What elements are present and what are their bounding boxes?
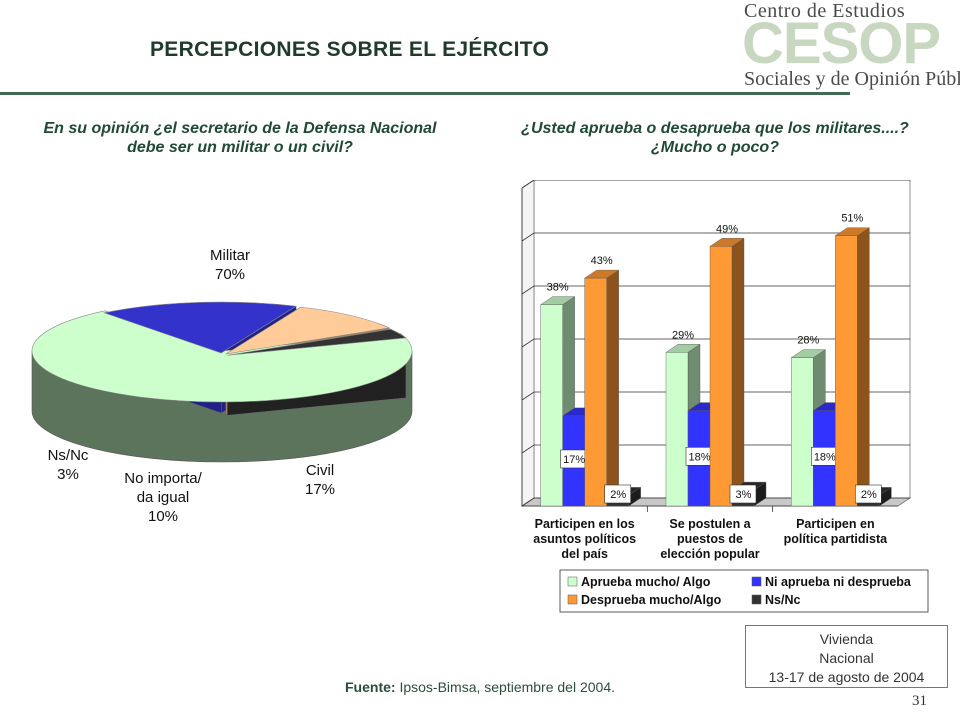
legend-label: Ns/Nc (765, 593, 800, 607)
gridline (521, 497, 910, 507)
survey-line-1: Vivienda (819, 631, 874, 647)
data-label: 29% (672, 329, 694, 341)
gridline (521, 444, 910, 454)
legend (559, 569, 929, 613)
pie-label-no-importa-value: 10% (147, 508, 179, 525)
category-label: Se postulen a (669, 517, 751, 531)
category-label: del país (561, 547, 608, 561)
source-text: Ipsos-Bimsa, septiembre del 2004. (399, 679, 616, 695)
data-label: 43% (591, 255, 613, 267)
data-label: 18% (814, 451, 836, 463)
page-number: 31 (912, 693, 927, 709)
data-label-box (604, 484, 631, 504)
legend-label: Desprueba mucho/Algo (581, 593, 722, 607)
survey-line-2: Nacional (819, 650, 874, 666)
category-label: asuntos políticos (533, 532, 636, 546)
survey-line-3: 13-17 de agosto de 2004 (768, 669, 925, 685)
source-label: Fuente: (345, 679, 396, 695)
pie-label-nsnc-name: Ns/Nc (47, 447, 89, 464)
category-label: Participen en (796, 517, 875, 531)
data-label: 2% (610, 489, 626, 501)
legend-swatch (567, 576, 578, 587)
logo-mark: CESOP (742, 11, 941, 76)
gridline (521, 338, 910, 348)
pie-label-civil-value: 17% (304, 481, 336, 498)
data-label: 18% (688, 451, 710, 463)
pie-label-nsnc-value: 3% (57, 466, 79, 483)
legend-swatch (567, 594, 578, 605)
gridline (521, 232, 910, 242)
gridline (521, 391, 910, 401)
pie-label-no-importa: No importa/ da igual 10% (118, 469, 208, 526)
data-label: 17% (563, 454, 585, 466)
data-label: 49% (716, 223, 738, 235)
data-label: 2% (861, 489, 877, 501)
gridline (521, 285, 910, 295)
bar (709, 237, 745, 507)
bar (584, 269, 620, 507)
pie-label-civil-name: Civil (305, 462, 335, 479)
gridline (521, 180, 910, 189)
pie-label-militar-name: Militar (210, 247, 250, 264)
pie-slice-3 (227, 328, 407, 356)
pie-chart-title: En su opinión ¿el secretario de la Defen… (43, 120, 437, 156)
source-note: Fuente: Ipsos-Bimsa, septiembre del 2004… (345, 679, 615, 695)
survey-info-box: Vivienda Nacional 13-17 de agosto de 200… (745, 625, 948, 688)
pie-slice-0 (31, 310, 413, 403)
legend-label: Aprueba mucho/ Algo (581, 575, 711, 589)
logo-line3: Sociales y de Opinión Pública (744, 68, 960, 90)
title-divider (0, 92, 850, 95)
legend-swatch (751, 594, 762, 605)
pie-label-militar-value: 70% (214, 266, 246, 283)
category-label: política partidista (784, 532, 889, 546)
bar (834, 227, 870, 507)
pie-label-civil: Civil 17% (290, 461, 350, 499)
cesop-logo: Centro de Estudios CESOP Sociales y de O… (738, 0, 960, 95)
pie-label-militar: Militar 70% (190, 246, 270, 284)
logo-line1: Centro de Estudios (744, 0, 906, 22)
pie-slice-1 (103, 301, 297, 354)
data-label: 3% (736, 489, 752, 501)
category-label: puestos de (677, 532, 743, 546)
page-title: PERCEPCIONES SOBRE EL EJÉRCITO (150, 38, 550, 61)
data-label: 28% (797, 335, 819, 347)
data-label: 51% (841, 213, 863, 225)
category-label: Participen en los (535, 517, 635, 531)
legend-label: Ni aprueba ni desprueba (765, 575, 912, 589)
category-label: elección popular (660, 547, 759, 561)
data-label: 38% (547, 282, 569, 294)
pie-slice-2 (225, 306, 391, 355)
pie-chart (31, 301, 413, 463)
legend-swatch (751, 576, 762, 587)
pie-label-no-importa-name: No importa/ da igual (124, 470, 202, 506)
bar-chart-title: ¿Usted aprueba o desaprueba que los mili… (521, 120, 909, 156)
data-label-box (855, 484, 882, 504)
data-label-box (729, 484, 757, 504)
pie-label-nsnc: Ns/Nc 3% (40, 446, 96, 484)
